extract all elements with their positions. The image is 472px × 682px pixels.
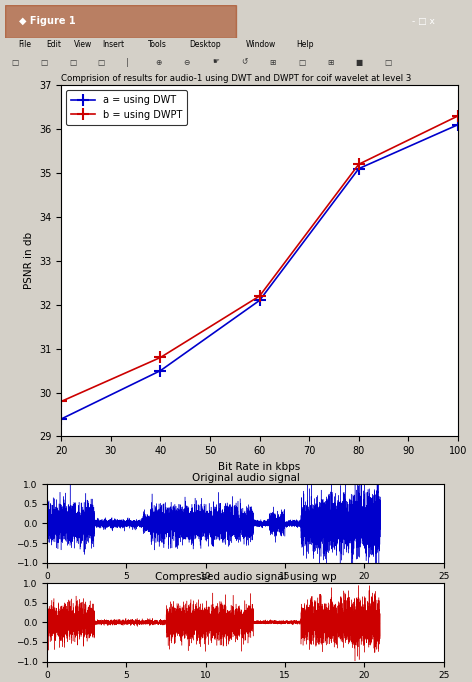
Text: ⊞: ⊞: [327, 57, 334, 67]
X-axis label: Time in [sec]: Time in [sec]: [214, 587, 277, 597]
Text: Tools: Tools: [148, 40, 167, 49]
X-axis label: Bit Rate in kbps: Bit Rate in kbps: [219, 462, 301, 472]
a = using DWT: [455, 121, 461, 129]
Text: ◆ Figure 1: ◆ Figure 1: [18, 16, 75, 26]
Y-axis label: PSNR in db: PSNR in db: [24, 233, 34, 289]
b = using DWPT: [158, 353, 163, 361]
Title: Compressed audio signal using wp: Compressed audio signal using wp: [155, 572, 336, 582]
Text: □: □: [385, 57, 392, 67]
Text: □: □: [98, 57, 105, 67]
Line: b = using DWPT: b = using DWPT: [56, 110, 464, 407]
b = using DWPT: [356, 160, 362, 168]
a = using DWT: [257, 296, 262, 304]
b = using DWPT: [257, 292, 262, 300]
b = using DWPT: [455, 112, 461, 120]
Text: - □ x: - □ x: [412, 16, 435, 26]
Text: Insert: Insert: [102, 40, 124, 49]
Title: Original audio signal: Original audio signal: [192, 473, 299, 484]
Text: □: □: [12, 57, 19, 67]
a = using DWT: [59, 415, 64, 423]
Text: ☛: ☛: [212, 57, 219, 67]
b = using DWPT: [59, 397, 64, 405]
Text: |: |: [126, 57, 129, 67]
Bar: [5, 5, 236, 38]
Text: Edit: Edit: [46, 40, 61, 49]
a = using DWT: [356, 164, 362, 173]
Text: Desktop: Desktop: [190, 40, 221, 49]
Text: ⊞: ⊞: [270, 57, 276, 67]
Text: File: File: [18, 40, 32, 49]
Text: □: □: [40, 57, 48, 67]
Text: View: View: [74, 40, 93, 49]
Text: □: □: [298, 57, 306, 67]
a = using DWT: [158, 366, 163, 374]
Line: a = using DWT: a = using DWT: [56, 119, 464, 424]
Text: ⊖: ⊖: [184, 57, 190, 67]
Text: Comprision of results for audio-1 using DWT and DWPT for coif wavelet at level 3: Comprision of results for audio-1 using …: [61, 74, 411, 83]
Text: ↺: ↺: [241, 57, 247, 67]
Text: Help: Help: [296, 40, 313, 49]
Text: ■: ■: [356, 57, 363, 67]
Text: □: □: [69, 57, 76, 67]
Text: Window: Window: [245, 40, 276, 49]
Text: ⊕: ⊕: [155, 57, 161, 67]
Legend: a = using DWT, b = using DWPT: a = using DWT, b = using DWPT: [66, 90, 187, 125]
